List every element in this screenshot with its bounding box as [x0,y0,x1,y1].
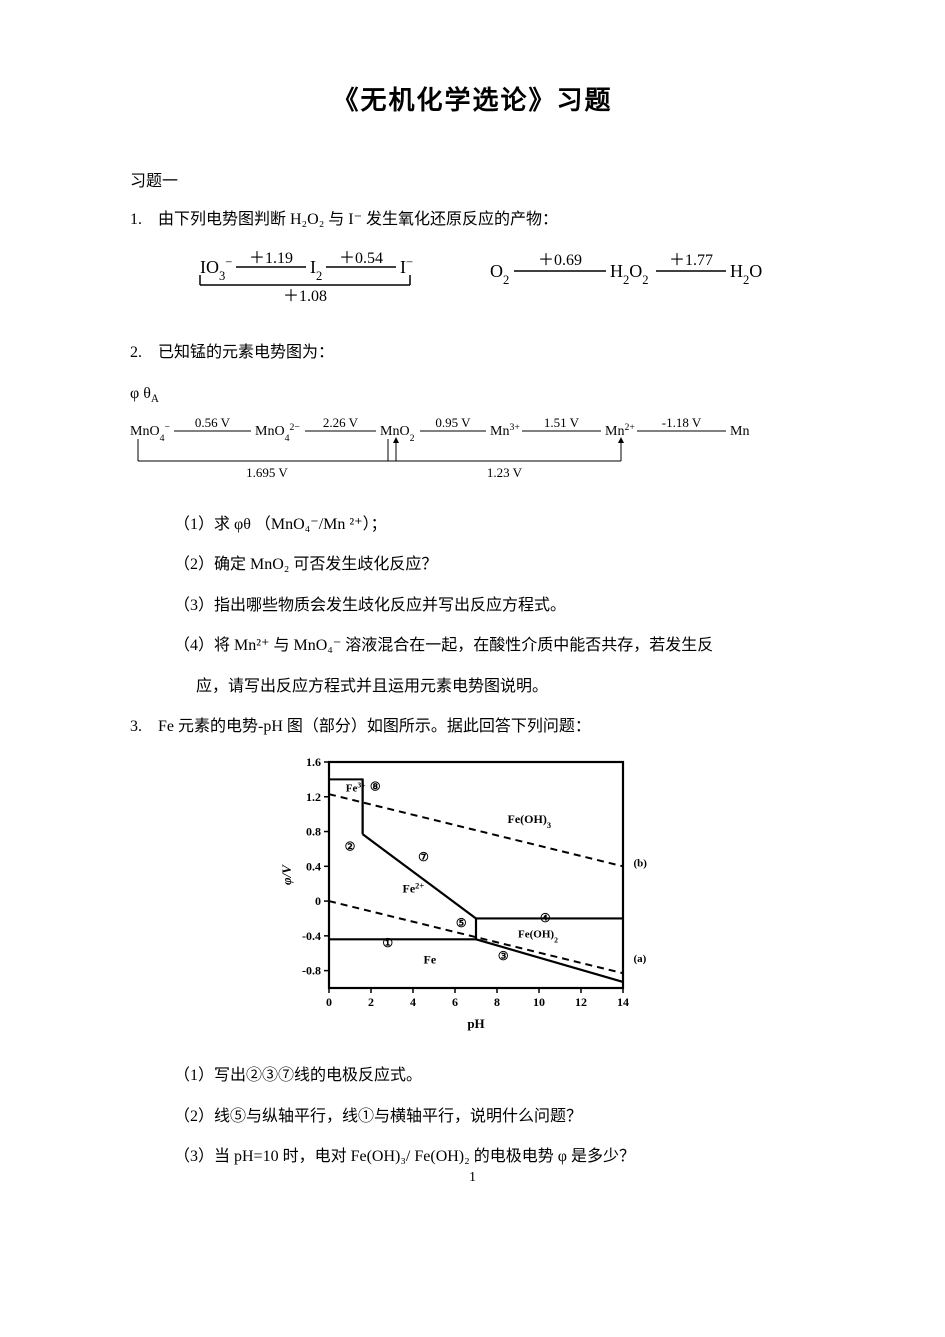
svg-text:O2: O2 [490,261,509,287]
svg-text:1.695 V: 1.695 V [246,465,288,480]
question-3: 3.Fe 元素的电势-pH 图（部分）如图所示。据此回答下列问题： [130,712,815,742]
svg-text:①: ① [382,936,393,950]
page-number: 1 [0,1170,945,1186]
svg-text:＋1.08: ＋1.08 [283,288,327,305]
svg-text:Mn: Mn [730,424,749,439]
svg-text:＋1.77: ＋1.77 [669,252,713,269]
svg-text:H2O2: H2O2 [610,261,649,287]
section-heading: 习题一 [130,167,815,191]
svg-text:0.95 V: 0.95 V [435,415,471,430]
svg-text:Fe2+: Fe2+ [402,881,424,896]
svg-text:-0.4: -0.4 [302,929,321,943]
svg-text:0: 0 [326,995,332,1009]
q3-text: Fe 元素的电势-pH 图（部分）如图所示。据此回答下列问题： [158,718,591,735]
svg-text:Fe: Fe [423,953,436,967]
q2-sub1: （1）求 φθ （MnO₄⁻/Mn ²⁺）； [130,510,815,540]
svg-text:②: ② [344,840,355,854]
q3-sub2: （2）线⑤与纵轴平行，线①与横轴平行，说明什么问题？ [130,1102,815,1132]
mn-diagram-svg: MnO4−MnO42−MnO2Mn3+Mn2+Mn0.56 V2.26 V0.9… [130,415,810,495]
q3-number: 3. [130,712,158,742]
svg-text:14: 14 [617,995,629,1009]
svg-text:I2: I2 [310,257,322,283]
svg-text:0.4: 0.4 [306,860,321,874]
svg-text:(a): (a) [633,953,646,965]
q3-sub3: （3）当 pH=10 时，电对 Fe(OH)₃/ Fe(OH)₂ 的电极电势 φ… [130,1142,815,1172]
q1-text: 由下列电势图判断 H₂O₂ 与 I⁻ 发生氧化还原反应的产物： [158,211,558,228]
svg-text:-1.18 V: -1.18 V [662,415,702,430]
svg-text:③: ③ [497,949,508,963]
svg-text:Fe(OH)3: Fe(OH)3 [507,812,551,830]
mn-latimer-diagram: MnO4−MnO42−MnO2Mn3+Mn2+Mn0.56 V2.26 V0.9… [130,415,815,500]
svg-text:1.23 V: 1.23 V [487,465,523,480]
svg-text:0.56 V: 0.56 V [195,415,231,430]
svg-text:10: 10 [533,995,545,1009]
document-title: 《无机化学选论》习题 [130,80,815,117]
q2-sub2: （2）确定 MnO₂ 可否发生歧化反应？ [130,550,815,580]
svg-text:＋0.54: ＋0.54 [339,250,383,267]
svg-text:＋1.19: ＋1.19 [249,250,293,267]
svg-text:1.2: 1.2 [306,790,321,804]
svg-text:1.6: 1.6 [306,755,321,769]
svg-text:12: 12 [575,995,587,1009]
svg-text:2.26 V: 2.26 V [323,415,359,430]
pourbaix-chart-wrap: 02468101214-0.8-0.400.40.81.21.6pHφ/VFe3… [130,752,815,1047]
question-1: 1.由下列电势图判断 H₂O₂ 与 I⁻ 发生氧化还原反应的产物： [130,205,815,235]
phi-label: φ θA [130,385,815,405]
q2-number: 2. [130,338,158,368]
svg-text:IO3−: IO3− [200,255,232,283]
q3-sub1: （1）写出②③⑦线的电极反应式。 [130,1061,815,1091]
svg-text:MnO42−: MnO42− [255,421,300,443]
svg-text:⑤: ⑤ [455,916,466,930]
q2-sub4-line1: （4）将 Mn²⁺ 与 MnO₄⁻ 溶液混合在一起，在酸性介质中能否共存，若发生… [130,631,815,661]
svg-text:pH: pH [467,1016,484,1031]
svg-text:6: 6 [452,995,458,1009]
latimer-diagram-svg: IO3− I2 I− ＋1.19 ＋0.54 ＋1.08 O2 H2O2 H2O ＋0.69 ＋1.… [190,245,790,315]
svg-text:0.8: 0.8 [306,825,321,839]
svg-text:1.51 V: 1.51 V [544,415,580,430]
svg-text:④: ④ [539,911,550,925]
svg-text:Fe(OH)2: Fe(OH)2 [518,929,558,945]
svg-text:0: 0 [315,894,321,908]
svg-text:-0.8: -0.8 [302,964,321,978]
svg-text:Mn3+: Mn3+ [490,421,520,439]
svg-text:I−: I− [400,255,413,277]
svg-text:Mn2+: Mn2+ [605,421,635,439]
svg-text:φ/V: φ/V [279,864,294,885]
q1-latimer-diagrams: IO3− I2 I− ＋1.19 ＋0.54 ＋1.08 O2 H2O2 H2O ＋0.69 ＋1.… [190,245,815,320]
page: 《无机化学选论》习题 习题一 1.由下列电势图判断 H₂O₂ 与 I⁻ 发生氧化… [0,0,945,1222]
q1-number: 1. [130,205,158,235]
question-2: 2.已知锰的元素电势图为： [130,338,815,368]
svg-text:2: 2 [368,995,374,1009]
svg-text:H2O: H2O [730,261,762,287]
svg-text:(b): (b) [633,858,647,870]
svg-text:＋0.69: ＋0.69 [538,252,582,269]
svg-text:4: 4 [410,995,416,1009]
q2-sub3: （3）指出哪些物质会发生歧化反应并写出反应方程式。 [130,591,815,621]
svg-text:⑧: ⑧ [369,780,380,794]
pourbaix-chart: 02468101214-0.8-0.400.40.81.21.6pHφ/VFe3… [273,752,673,1042]
svg-text:⑦: ⑦ [418,850,429,864]
svg-text:8: 8 [494,995,500,1009]
q2-sub4-line2: 应，请写出反应方程式并且运用元素电势图说明。 [130,672,815,702]
svg-text:MnO4−: MnO4− [130,421,170,443]
q2-text: 已知锰的元素电势图为： [158,344,334,361]
